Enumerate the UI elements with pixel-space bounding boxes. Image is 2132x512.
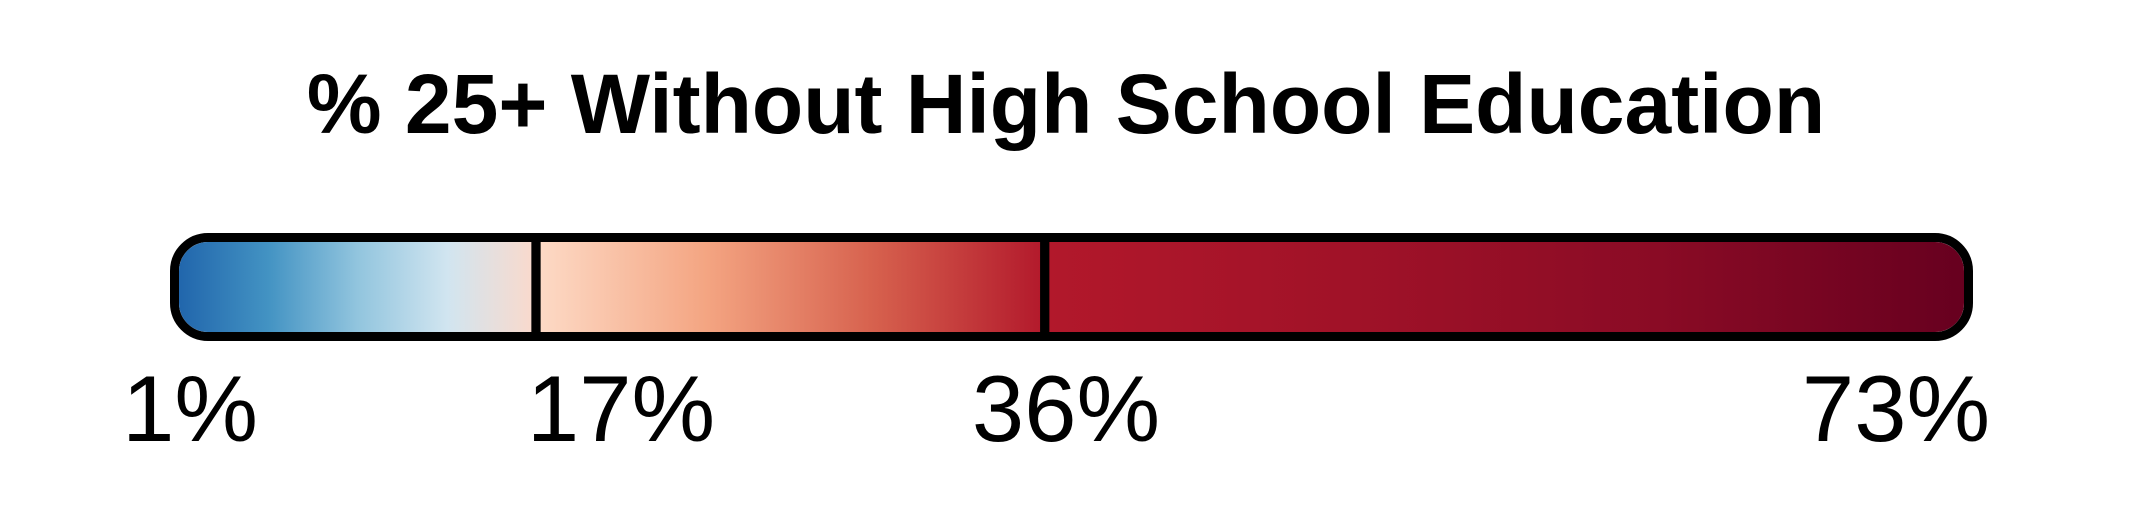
legend-segment-3 (1044, 242, 1964, 332)
legend-tick-36: 36% (971, 356, 1161, 461)
legend-tick-17: 17% (526, 356, 716, 461)
legend-divider-1 (531, 242, 541, 332)
legend-divider-2 (1040, 242, 1050, 332)
legend-title: % 25+ Without High School Education (306, 57, 1826, 151)
legend-tick-1: 1% (122, 356, 258, 461)
legend-segment-2 (536, 242, 1046, 332)
legend-color-bar (170, 233, 1973, 341)
legend-tick-73: 73% (1801, 356, 1991, 461)
legend-segment-1 (179, 242, 537, 332)
